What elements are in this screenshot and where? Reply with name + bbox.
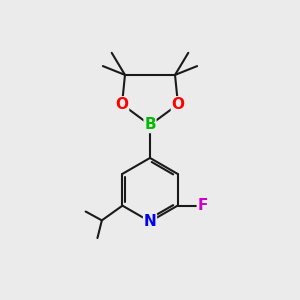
Text: B: B — [144, 118, 156, 133]
Text: O: O — [172, 97, 184, 112]
Text: O: O — [116, 97, 128, 112]
Text: F: F — [197, 198, 208, 213]
Text: N: N — [144, 214, 156, 229]
